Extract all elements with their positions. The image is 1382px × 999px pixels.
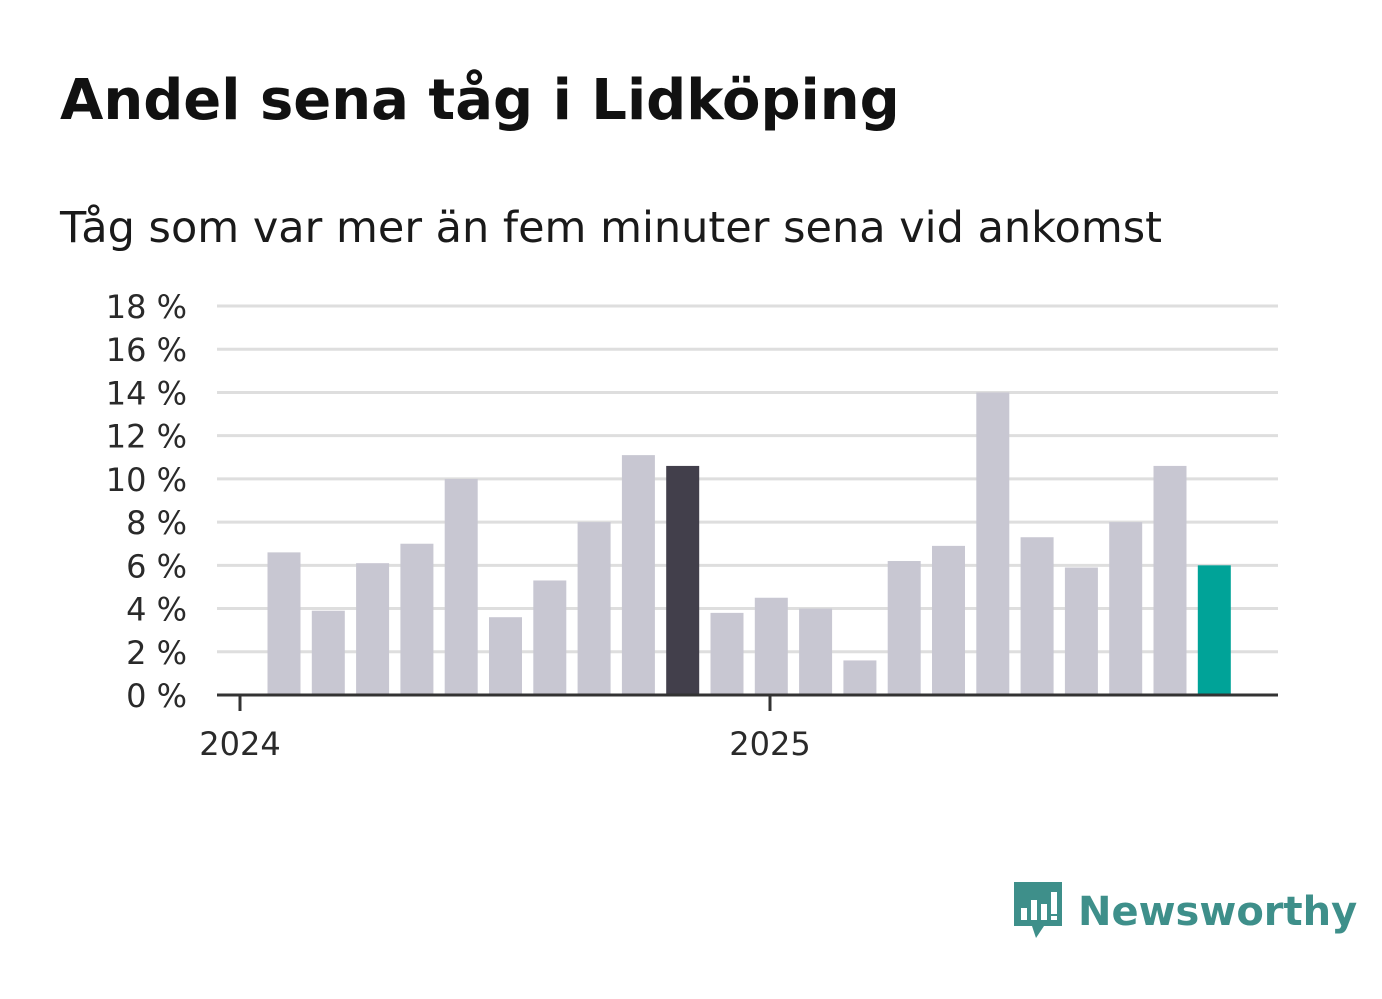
bar: [799, 608, 833, 695]
chart-title: Andel sena tåg i Lidköping: [60, 68, 900, 133]
y-tick-label: 10 %: [106, 461, 187, 499]
y-tick-label: 16 %: [106, 331, 187, 369]
bar: [754, 597, 788, 695]
y-tick-label: 6 %: [126, 547, 187, 585]
bars: [267, 392, 1231, 695]
bar: [533, 580, 567, 695]
bar: [1064, 567, 1098, 695]
x-tick-label: 2024: [199, 725, 280, 763]
bar: [311, 610, 345, 695]
bar: [400, 543, 434, 695]
newsworthy-chart-bubble-icon: [1010, 880, 1066, 944]
bar: [1153, 465, 1187, 695]
logo-text: Newsworthy: [1078, 889, 1358, 935]
y-tick-label: 12 %: [106, 418, 187, 456]
y-axis-labels: 0 % 2 % 4 % 6 % 8 % 10 % 12 % 14 % 16 % 18 %: [106, 288, 187, 715]
bar: [444, 478, 478, 695]
bar: [843, 660, 877, 695]
x-axis: 2024 2025: [199, 693, 1278, 763]
y-tick-label: 14 %: [106, 374, 187, 412]
bar: [267, 552, 301, 695]
bar: [621, 455, 655, 695]
bar: [1020, 537, 1054, 695]
bar: [666, 465, 700, 695]
bar: [1109, 522, 1143, 695]
bar: [577, 522, 611, 695]
y-tick-label: 18 %: [106, 288, 187, 326]
gridlines: [217, 304, 1278, 654]
bar: [356, 563, 390, 695]
bar: [710, 612, 744, 695]
chart-subtitle: Tåg som var mer än fem minuter sena vid …: [60, 203, 1163, 253]
bar: [1197, 565, 1231, 695]
bar: [887, 561, 921, 695]
bar: [489, 617, 522, 695]
newsworthy-logo: Newsworthy: [1010, 880, 1357, 944]
bar: [976, 392, 1010, 695]
y-tick-label: 0 %: [126, 677, 187, 715]
x-tick-label: 2025: [729, 725, 810, 763]
bar: [932, 545, 965, 695]
y-tick-label: 8 %: [126, 504, 187, 542]
y-tick-label: 2 %: [126, 634, 187, 672]
y-tick-label: 4 %: [126, 591, 187, 629]
